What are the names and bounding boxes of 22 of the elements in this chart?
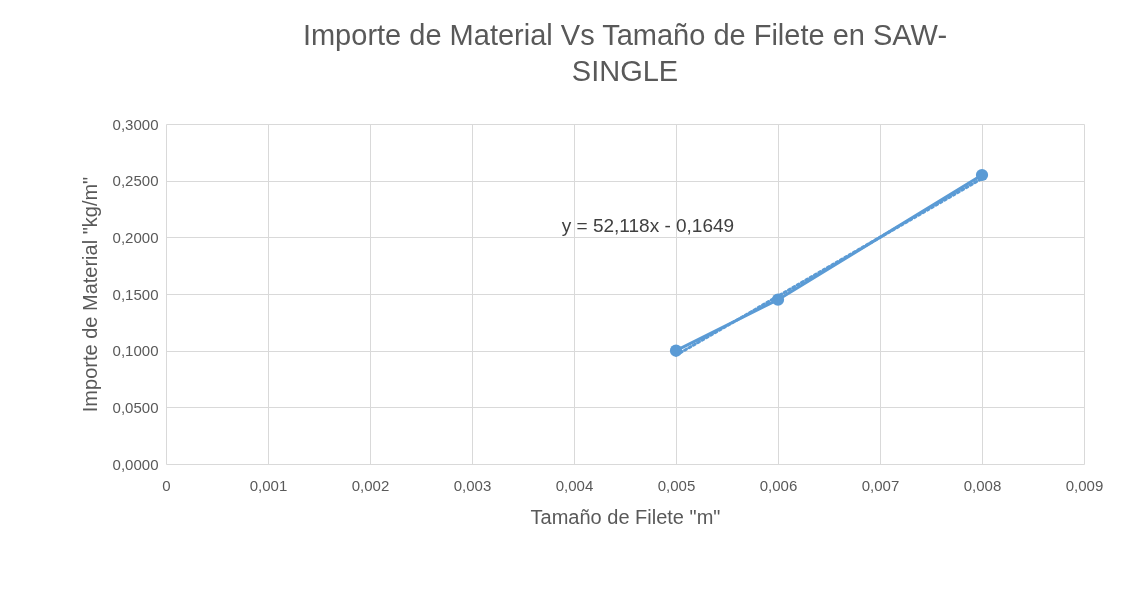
chart-title: Importe de Material Vs Tamaño de Filete en SAW-SINGLE (302, 19, 948, 87)
x-tick-label: 0,008 (963, 476, 1002, 494)
x-tick-label: 0,001 (249, 476, 288, 494)
x-tick-label: 0,002 (351, 476, 390, 494)
y-tick-label: 0,3000 (112, 115, 159, 133)
y-tick-label: 0,1500 (112, 285, 159, 303)
y-tick-label: 0,2500 (112, 172, 159, 190)
x-tick-label: 0,003 (453, 476, 492, 494)
x-tick-label: 0,004 (555, 476, 594, 494)
x-tick-label: 0 (162, 476, 171, 494)
x-tick-label: 0,005 (657, 476, 696, 494)
point (975, 168, 989, 182)
y-tick-label: 0,1000 (112, 342, 159, 360)
x-tick-label: 0,007 (861, 476, 900, 494)
y-axis-title: Importe de Material "kg/m" (78, 176, 101, 413)
y-tick-label: 0,0000 (112, 455, 159, 473)
y-tick-label: 0,2000 (112, 228, 159, 246)
x-axis-title: Tamaño de Filete "m" (530, 505, 721, 528)
x-tick-label: 0,009 (1065, 476, 1104, 494)
annotation: y = 52,118x - 0,1649 (561, 215, 735, 236)
y-tick-label: 0,0500 (112, 398, 159, 416)
x-tick-label: 0,006 (759, 476, 798, 494)
